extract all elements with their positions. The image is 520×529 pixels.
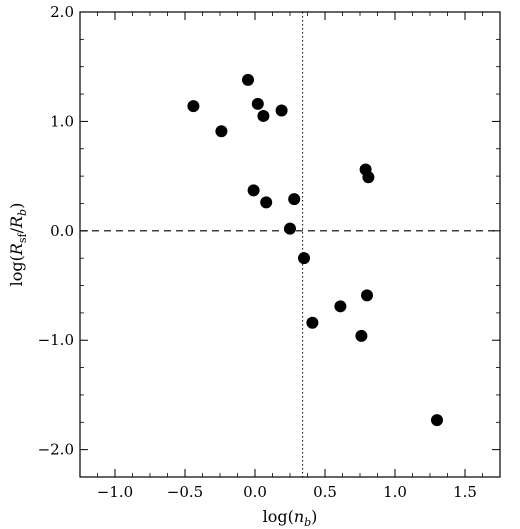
- y-tick-label: 2.0: [50, 3, 74, 21]
- data-point: [431, 414, 443, 427]
- data-point: [260, 196, 273, 209]
- y-tick-label: 0.0: [50, 222, 74, 240]
- x-tick-label: −0.5: [167, 483, 203, 501]
- data-point: [187, 100, 200, 113]
- data-point: [362, 171, 375, 184]
- plot-frame: [79, 11, 501, 478]
- tick-labels: −1.0 −0.5 0.0 0.5 1.0 1.5 −2.0 −1.0 0.0 1.0 2.0: [38, 3, 477, 501]
- data-point: [334, 300, 347, 313]
- data-point: [288, 193, 301, 206]
- x-tick-label: −1.0: [97, 483, 133, 501]
- scatter-points: [187, 73, 443, 427]
- y-tick-label: 1.0: [50, 112, 74, 130]
- data-point: [361, 289, 373, 302]
- x-tick-label: 1.0: [383, 483, 407, 501]
- x-tick-label: 0.0: [243, 483, 267, 501]
- x-tick-label: 1.5: [453, 483, 477, 501]
- data-point: [215, 125, 228, 138]
- data-point: [298, 252, 310, 265]
- x-axis-label: log(nb): [263, 507, 318, 529]
- data-point: [275, 104, 288, 117]
- data-point: [355, 329, 368, 342]
- axis-ticks: [79, 11, 501, 478]
- y-tick-label: −1.0: [38, 331, 74, 349]
- y-tick-label: −2.0: [38, 441, 74, 459]
- data-point: [242, 73, 254, 86]
- data-point: [306, 316, 319, 329]
- x-tick-label: 0.5: [313, 483, 337, 501]
- data-point: [284, 222, 296, 235]
- data-point: [251, 97, 264, 110]
- data-point: [247, 184, 260, 197]
- y-axis-label: log(Rsf/Rb): [7, 203, 29, 287]
- data-point: [257, 109, 270, 122]
